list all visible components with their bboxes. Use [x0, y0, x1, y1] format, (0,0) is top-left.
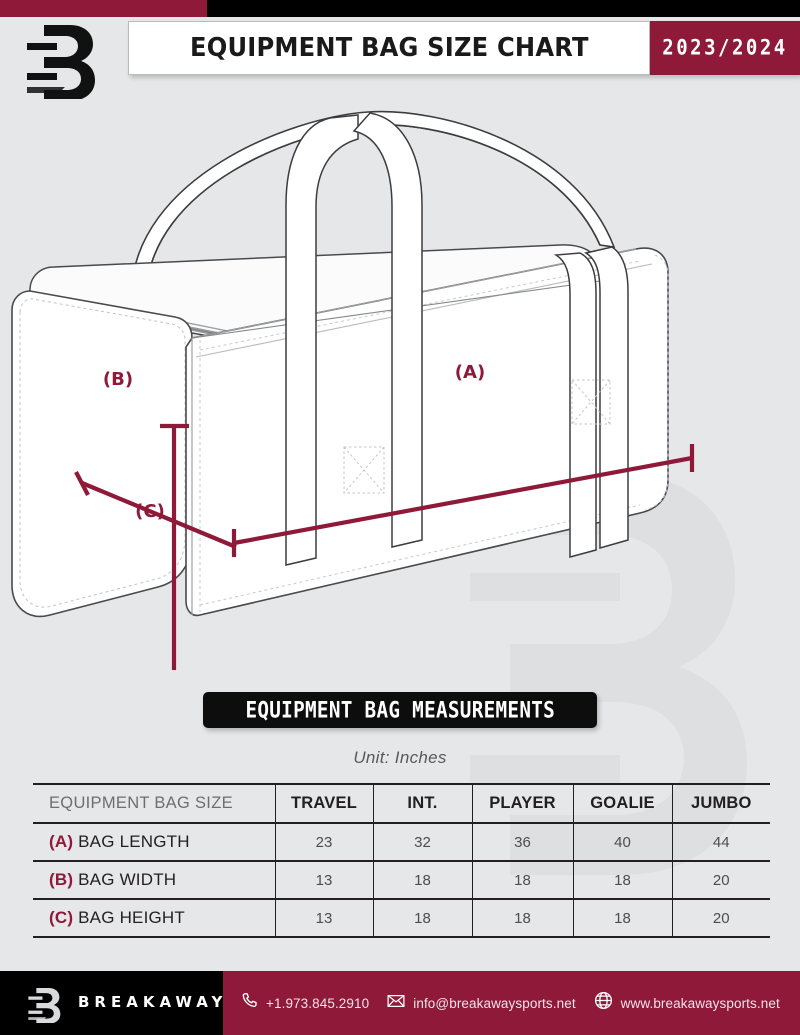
contact-phone[interactable]: +1.973.845.2910: [240, 991, 369, 1015]
footer-brand-block: [0, 971, 223, 1035]
row-name-b: BAG WIDTH: [78, 870, 177, 889]
unit-note: Unit: Inches: [353, 748, 447, 767]
page-header: EQUIPMENT BAG SIZE CHART 2023/2024: [0, 17, 800, 101]
footer-brand-name: BREAKAWAY: [78, 993, 228, 1011]
contact-phone-text: +1.973.845.2910: [266, 995, 370, 1011]
table-row: (C) BAG HEIGHT 13 18 18 18 20: [33, 899, 770, 937]
cell-width-goalie: 18: [572, 861, 673, 899]
cell-width-travel: 13: [274, 861, 374, 899]
column-header-travel: TRAVEL: [274, 784, 374, 823]
cell-height-goalie: 18: [572, 899, 673, 937]
cell-length-int: 32: [372, 823, 473, 861]
column-header-goalie: GOALIE: [572, 784, 673, 823]
row-name-a: BAG LENGTH: [78, 832, 190, 851]
column-header-int: INT.: [372, 784, 473, 823]
table-row: (A) BAG LENGTH 23 32 36 40 44: [33, 823, 770, 861]
cell-length-travel: 23: [274, 823, 374, 861]
cell-width-jumbo: 20: [671, 861, 770, 899]
row-label-bag-length: (A) BAG LENGTH: [33, 823, 276, 861]
phone-icon: [240, 991, 259, 1015]
table-row: (B) BAG WIDTH 13 18 18 18 20: [33, 861, 770, 899]
contact-email-text: info@breakawaysports.net: [413, 995, 576, 1011]
size-chart-table: EQUIPMENT BAG SIZE TRAVEL INT. PLAYER GO…: [33, 783, 770, 938]
page-title-text: EQUIPMENT BAG SIZE CHART: [189, 33, 589, 63]
top-stripe-black: [207, 0, 800, 17]
bag-diagram: (A) (B) (C): [0, 95, 800, 704]
footer-contact-block: [223, 971, 800, 1035]
cell-height-travel: 13: [274, 899, 374, 937]
cell-length-player: 36: [471, 823, 574, 861]
breakaway-b-logo-icon: [22, 19, 107, 101]
page-title: EQUIPMENT BAG SIZE CHART: [128, 21, 650, 75]
measurements-banner: EQUIPMENT BAG MEASUREMENTS: [203, 692, 597, 728]
table-corner-label: EQUIPMENT BAG SIZE: [33, 784, 276, 823]
measurements-banner-text: EQUIPMENT BAG MEASUREMENTS: [245, 697, 555, 723]
table-header-row: EQUIPMENT BAG SIZE TRAVEL INT. PLAYER GO…: [33, 784, 770, 823]
top-stripe-accent: [0, 0, 207, 17]
contact-website[interactable]: www.breakawaysports.net: [593, 990, 780, 1016]
row-label-bag-width: (B) BAG WIDTH: [33, 861, 276, 899]
row-ref-a: (A): [49, 832, 74, 851]
row-ref-c: (C): [49, 908, 74, 927]
cell-width-int: 18: [372, 861, 473, 899]
row-label-bag-height: (C) BAG HEIGHT: [33, 899, 276, 937]
callout-label-A: (A): [455, 362, 485, 383]
footer-contacts: +1.973.845.2910 info@breakawaysports.net: [240, 971, 800, 1035]
contact-website-text: www.breakawaysports.net: [620, 995, 780, 1011]
cell-height-jumbo: 20: [671, 899, 770, 937]
breakaway-b-logo-icon: [26, 985, 66, 1024]
contact-email[interactable]: info@breakawaysports.net: [386, 991, 576, 1016]
envelope-icon: [386, 991, 406, 1016]
cell-length-goalie: 40: [572, 823, 673, 861]
page-footer: BREAKAWAY +1.973.845.2910: [0, 971, 800, 1035]
callout-label-C: (C): [135, 501, 165, 522]
cell-length-jumbo: 44: [671, 823, 770, 861]
callout-label-B: (B): [103, 369, 133, 390]
column-header-jumbo: JUMBO: [671, 784, 770, 823]
season-badge-text: 2023/2024: [662, 35, 788, 61]
top-stripe: [0, 0, 800, 17]
cell-height-player: 18: [471, 899, 574, 937]
cell-width-player: 18: [471, 861, 574, 899]
row-ref-b: (B): [49, 870, 74, 889]
globe-icon: [593, 990, 614, 1016]
column-header-player: PLAYER: [471, 784, 574, 823]
cell-height-int: 18: [372, 899, 473, 937]
row-name-c: BAG HEIGHT: [78, 908, 185, 927]
season-badge: 2023/2024: [650, 21, 800, 75]
